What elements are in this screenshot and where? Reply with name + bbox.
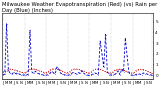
Text: Milwaukee Weather Evapotranspiration (Red) (vs) Rain per Day (Blue) (Inches): Milwaukee Weather Evapotranspiration (Re…	[2, 2, 157, 13]
